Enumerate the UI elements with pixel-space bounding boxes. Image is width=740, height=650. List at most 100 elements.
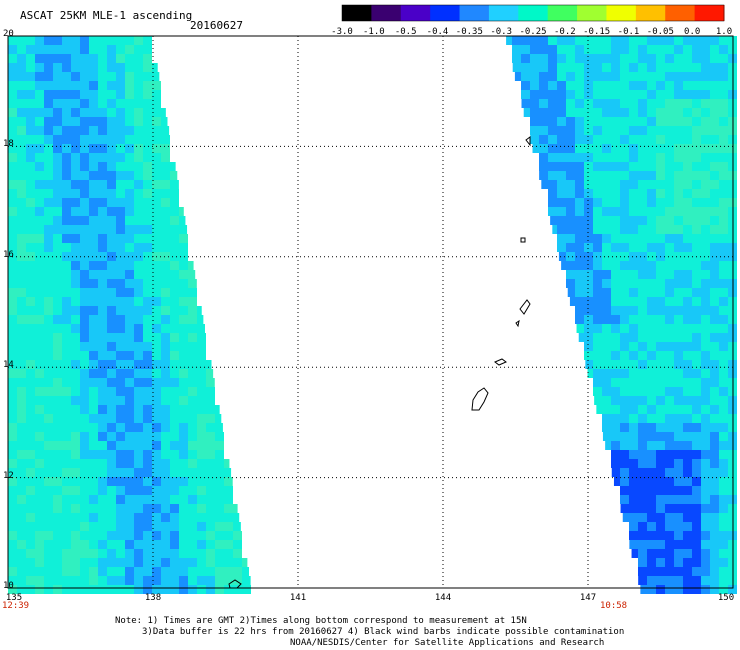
swath-cell — [17, 234, 26, 243]
swath-cell — [674, 576, 683, 585]
swath-cell — [638, 414, 647, 423]
swath-cell — [665, 576, 674, 585]
swath-cell — [134, 513, 143, 522]
swath-cell — [62, 180, 71, 189]
swath-cell — [593, 288, 602, 297]
swath-cell — [611, 432, 620, 441]
swath-cell — [629, 513, 638, 522]
swath-cell — [17, 558, 26, 567]
swath-cell — [674, 315, 683, 324]
swath-cell — [17, 432, 26, 441]
swath-cell — [674, 351, 683, 360]
swath-cell — [674, 90, 683, 99]
swath-cell — [152, 585, 161, 594]
swath-cell — [656, 279, 665, 288]
swath-cell — [125, 225, 134, 234]
swath-cell — [656, 90, 665, 99]
swath-cell — [674, 36, 683, 45]
swath-cell — [98, 198, 107, 207]
swath-cell — [665, 549, 674, 558]
swath-cell — [26, 495, 35, 504]
swath-cell — [143, 225, 152, 234]
swath-cell — [44, 531, 53, 540]
swath-cell — [584, 189, 593, 198]
swath-cell — [161, 423, 170, 432]
swath-cell — [638, 378, 647, 387]
swath-cell — [98, 207, 107, 216]
swath-cell — [674, 252, 683, 261]
swath-cell — [179, 216, 186, 225]
swath-cell — [629, 351, 638, 360]
swath-cell — [116, 585, 125, 594]
swath-cell — [116, 72, 125, 81]
swath-cell — [134, 207, 143, 216]
swath-cell — [26, 549, 35, 558]
swath-cell — [233, 531, 242, 540]
swath-cell — [683, 54, 692, 63]
swath-cell — [683, 72, 692, 81]
swath-cell — [98, 387, 107, 396]
swath-cell — [674, 72, 683, 81]
colorbar-tick-label: -3.0 — [331, 27, 353, 37]
swath-cell — [656, 216, 665, 225]
swath-cell — [89, 144, 98, 153]
swath-cell — [62, 558, 71, 567]
swath-cell — [566, 198, 575, 207]
swath-cell — [593, 369, 602, 378]
swath-cell — [53, 288, 62, 297]
swath-cell — [548, 108, 557, 117]
swath-cell — [188, 585, 197, 594]
swath-cell — [620, 432, 629, 441]
swath-cell — [683, 486, 692, 495]
swath-cell — [575, 216, 584, 225]
swath-cell — [134, 423, 143, 432]
swath-cell — [701, 360, 710, 369]
swath-cell — [197, 333, 206, 342]
swath-cell — [197, 495, 206, 504]
swath-cell — [557, 126, 566, 135]
swath-cell — [143, 45, 152, 54]
swath-cell — [602, 432, 611, 441]
swath-cell — [125, 549, 134, 558]
note-line-3: NOAA/NESDIS/Center for Satellite Applica… — [290, 638, 605, 648]
swath-cell — [107, 405, 116, 414]
swath-cell — [575, 81, 584, 90]
swath-cell — [170, 198, 179, 207]
swath-cell — [224, 585, 233, 594]
swath-cell — [35, 351, 44, 360]
swath-cell — [188, 495, 197, 504]
colorbar-segment — [547, 5, 578, 21]
swath-cell — [98, 225, 107, 234]
swath-cell — [161, 540, 170, 549]
swath-cell — [125, 144, 134, 153]
swath-cell — [161, 558, 170, 567]
swath-cell — [53, 423, 62, 432]
swath-cell — [620, 333, 629, 342]
swath-cell — [80, 288, 89, 297]
swath-cell — [35, 450, 44, 459]
swath-cell — [638, 270, 647, 279]
swath-cell — [143, 153, 152, 162]
swath-cell — [638, 63, 647, 72]
swath-cell — [647, 261, 656, 270]
swath-cell — [224, 459, 230, 468]
swath-cell — [71, 315, 80, 324]
swath-cell — [26, 63, 35, 72]
swath-cell — [665, 144, 674, 153]
swath-cell — [152, 315, 161, 324]
swath-cell — [647, 243, 656, 252]
swath-cell — [710, 108, 719, 117]
swath-cell — [548, 207, 557, 216]
swath-cell — [665, 495, 674, 504]
swath-cell — [8, 414, 17, 423]
swath-cell — [161, 531, 170, 540]
swath-cell — [647, 540, 656, 549]
swath-cell — [62, 333, 71, 342]
swath-cell — [35, 162, 44, 171]
swath-cell — [638, 54, 647, 63]
swath-cell — [107, 396, 116, 405]
swath-cell — [17, 513, 26, 522]
swath-cell — [638, 180, 647, 189]
swath-cell — [8, 540, 17, 549]
swath-cell — [35, 360, 44, 369]
